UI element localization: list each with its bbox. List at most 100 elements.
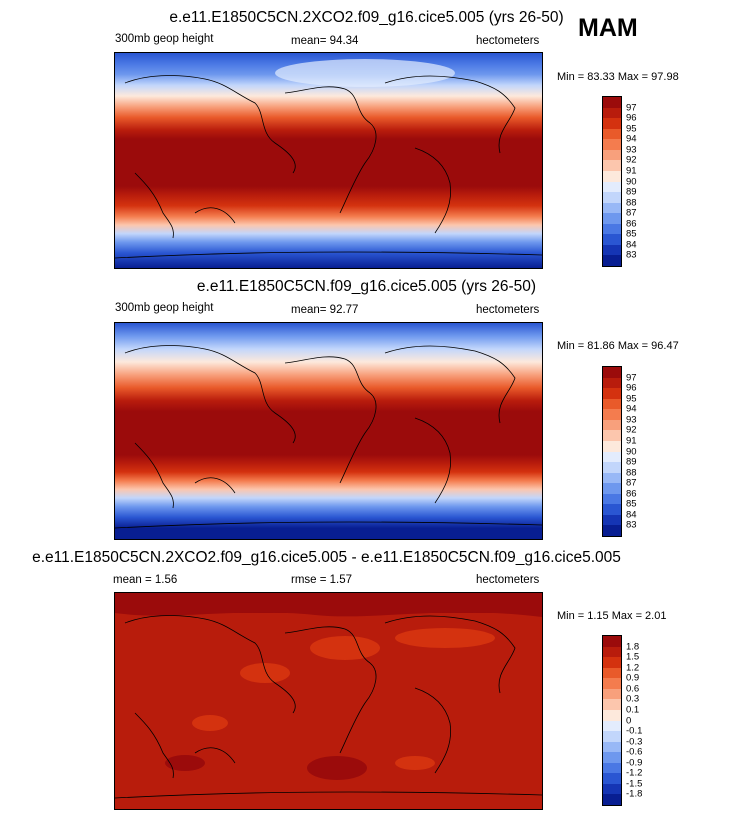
colorbar-swatch bbox=[603, 97, 621, 108]
colorbar-swatch bbox=[603, 794, 621, 805]
colorbar-tick-label: 84 bbox=[626, 239, 637, 251]
colorbar-swatch bbox=[603, 440, 621, 452]
colorbar-tick-label: 0.1 bbox=[626, 704, 640, 716]
coastlines bbox=[115, 615, 542, 799]
colorbar-tick-label: 90 bbox=[626, 176, 637, 187]
colorbar-tick-label: -0.6 bbox=[626, 746, 643, 758]
colorbar-tick-label: 86 bbox=[626, 218, 637, 230]
min-max-label: Min = 83.33 Max = 97.98 bbox=[557, 71, 679, 83]
variable-label: 300mb geop height bbox=[115, 33, 214, 45]
colorbar-swatch bbox=[603, 773, 621, 784]
colorbar-swatch bbox=[603, 118, 621, 129]
colorbar-tick-label: 85 bbox=[626, 228, 637, 240]
colorbar-swatch bbox=[603, 504, 621, 515]
colorbar-tick-label: 0.6 bbox=[626, 683, 640, 695]
colorbar-tick-label: 96 bbox=[626, 382, 637, 394]
colorbar-tick-label: 97 bbox=[626, 372, 637, 384]
colorbar-tick-label: 97 bbox=[626, 102, 637, 114]
colorbar bbox=[602, 366, 622, 537]
colorbar-tick-label: 89 bbox=[626, 456, 637, 468]
colorbar-swatch bbox=[603, 709, 621, 721]
colorbar-swatch bbox=[603, 419, 621, 431]
colorbar-swatch bbox=[603, 430, 621, 441]
colorbar-tick-label: 95 bbox=[626, 123, 637, 135]
colorbar-tick-label: -0.3 bbox=[626, 736, 643, 748]
colorbar-swatch bbox=[603, 128, 621, 140]
colorbar-swatch bbox=[603, 202, 621, 214]
colorbar-swatch bbox=[603, 409, 621, 420]
min-max-label: Min = 81.86 Max = 96.47 bbox=[557, 340, 679, 352]
colorbar-tick-label: 1.8 bbox=[626, 641, 640, 653]
colorbar-swatch bbox=[603, 525, 621, 536]
min-max-label: Min = 1.15 Max = 2.01 bbox=[557, 610, 667, 622]
colorbar-tick-label: -1.5 bbox=[626, 778, 643, 790]
colorbar-tick-label: 0 bbox=[626, 715, 632, 726]
coastlines bbox=[115, 345, 542, 529]
colorbar-swatch bbox=[603, 688, 621, 700]
colorbar-swatch bbox=[603, 244, 621, 256]
colorbar-swatch bbox=[603, 451, 621, 463]
colorbar-swatch bbox=[603, 720, 621, 732]
colorbar-tick-label: -1.8 bbox=[626, 788, 643, 800]
colorbar-swatch bbox=[603, 223, 621, 235]
rmse-label: rmse = 1.57 bbox=[291, 574, 353, 586]
colorbar-swatch bbox=[603, 160, 621, 171]
colorbar-swatch bbox=[603, 646, 621, 658]
variable-label: 300mb geop height bbox=[115, 302, 214, 314]
panel-title: e.e11.E1850C5CN.2XCO2.f09_g16.cice5.005 … bbox=[32, 549, 621, 566]
colorbar-swatch bbox=[603, 667, 621, 679]
colorbar-tick-label: 90 bbox=[626, 446, 637, 457]
colorbar-swatch bbox=[603, 170, 621, 182]
colorbar-swatch bbox=[603, 255, 621, 266]
colorbar-tick-label: 89 bbox=[626, 186, 637, 198]
colorbar-tick-label: 92 bbox=[626, 424, 637, 436]
colorbar-swatch bbox=[603, 483, 621, 494]
colorbar-swatch bbox=[603, 234, 621, 245]
colorbar-tick-label: 95 bbox=[626, 393, 637, 405]
colorbar-swatch bbox=[603, 192, 621, 203]
colorbar bbox=[602, 635, 622, 806]
colorbar-tick-label: 86 bbox=[626, 488, 637, 500]
colorbar-swatch bbox=[603, 636, 621, 647]
colorbar-tick-label: 91 bbox=[626, 165, 637, 177]
colorbar-tick-label: 88 bbox=[626, 467, 637, 479]
map-2xco2 bbox=[114, 52, 543, 269]
colorbar-tick-label: 91 bbox=[626, 435, 637, 447]
colorbar-swatch bbox=[603, 783, 621, 795]
panel-title: e.e11.E1850C5CN.2XCO2.f09_g16.cice5.005 … bbox=[169, 9, 564, 26]
colorbar-swatch bbox=[603, 514, 621, 526]
colorbar-swatch bbox=[603, 699, 621, 710]
colorbar-tick-label: 85 bbox=[626, 498, 637, 510]
units-label: hectometers bbox=[476, 35, 540, 47]
colorbar-tick-label: 84 bbox=[626, 509, 637, 521]
colorbar-tick-label: -1.2 bbox=[626, 767, 643, 779]
colorbar-swatch bbox=[603, 139, 621, 150]
colorbar-tick-label: 93 bbox=[626, 144, 637, 156]
colorbar-swatch bbox=[603, 678, 621, 689]
colorbar-tick-label: -0.1 bbox=[626, 725, 643, 737]
colorbar-swatch bbox=[603, 367, 621, 378]
colorbar-swatch bbox=[603, 398, 621, 410]
units-label: hectometers bbox=[476, 574, 540, 586]
colorbar-swatch bbox=[603, 462, 621, 473]
colorbar-swatch bbox=[603, 493, 621, 505]
colorbar-tick-label: 94 bbox=[626, 403, 637, 415]
colorbar-tick-label: 0.3 bbox=[626, 693, 640, 705]
colorbar-swatch bbox=[603, 181, 621, 193]
colorbar-swatch bbox=[603, 213, 621, 224]
season-label: MAM bbox=[578, 14, 638, 42]
colorbar-swatch bbox=[603, 107, 621, 119]
colorbar-tick-label: 88 bbox=[626, 197, 637, 209]
colorbar-swatch bbox=[603, 377, 621, 389]
mean-label: mean= 94.34 bbox=[291, 35, 359, 47]
units-label: hectometers bbox=[476, 304, 540, 316]
colorbar-swatch bbox=[603, 741, 621, 753]
colorbar bbox=[602, 96, 622, 267]
colorbar-tick-label: 0.9 bbox=[626, 672, 640, 684]
colorbar-swatch bbox=[603, 472, 621, 484]
map-difference bbox=[114, 592, 543, 810]
colorbar-swatch bbox=[603, 731, 621, 742]
colorbar-tick-label: 93 bbox=[626, 414, 637, 426]
colorbar-tick-label: 83 bbox=[626, 519, 637, 531]
colorbar-tick-label: 94 bbox=[626, 133, 637, 145]
